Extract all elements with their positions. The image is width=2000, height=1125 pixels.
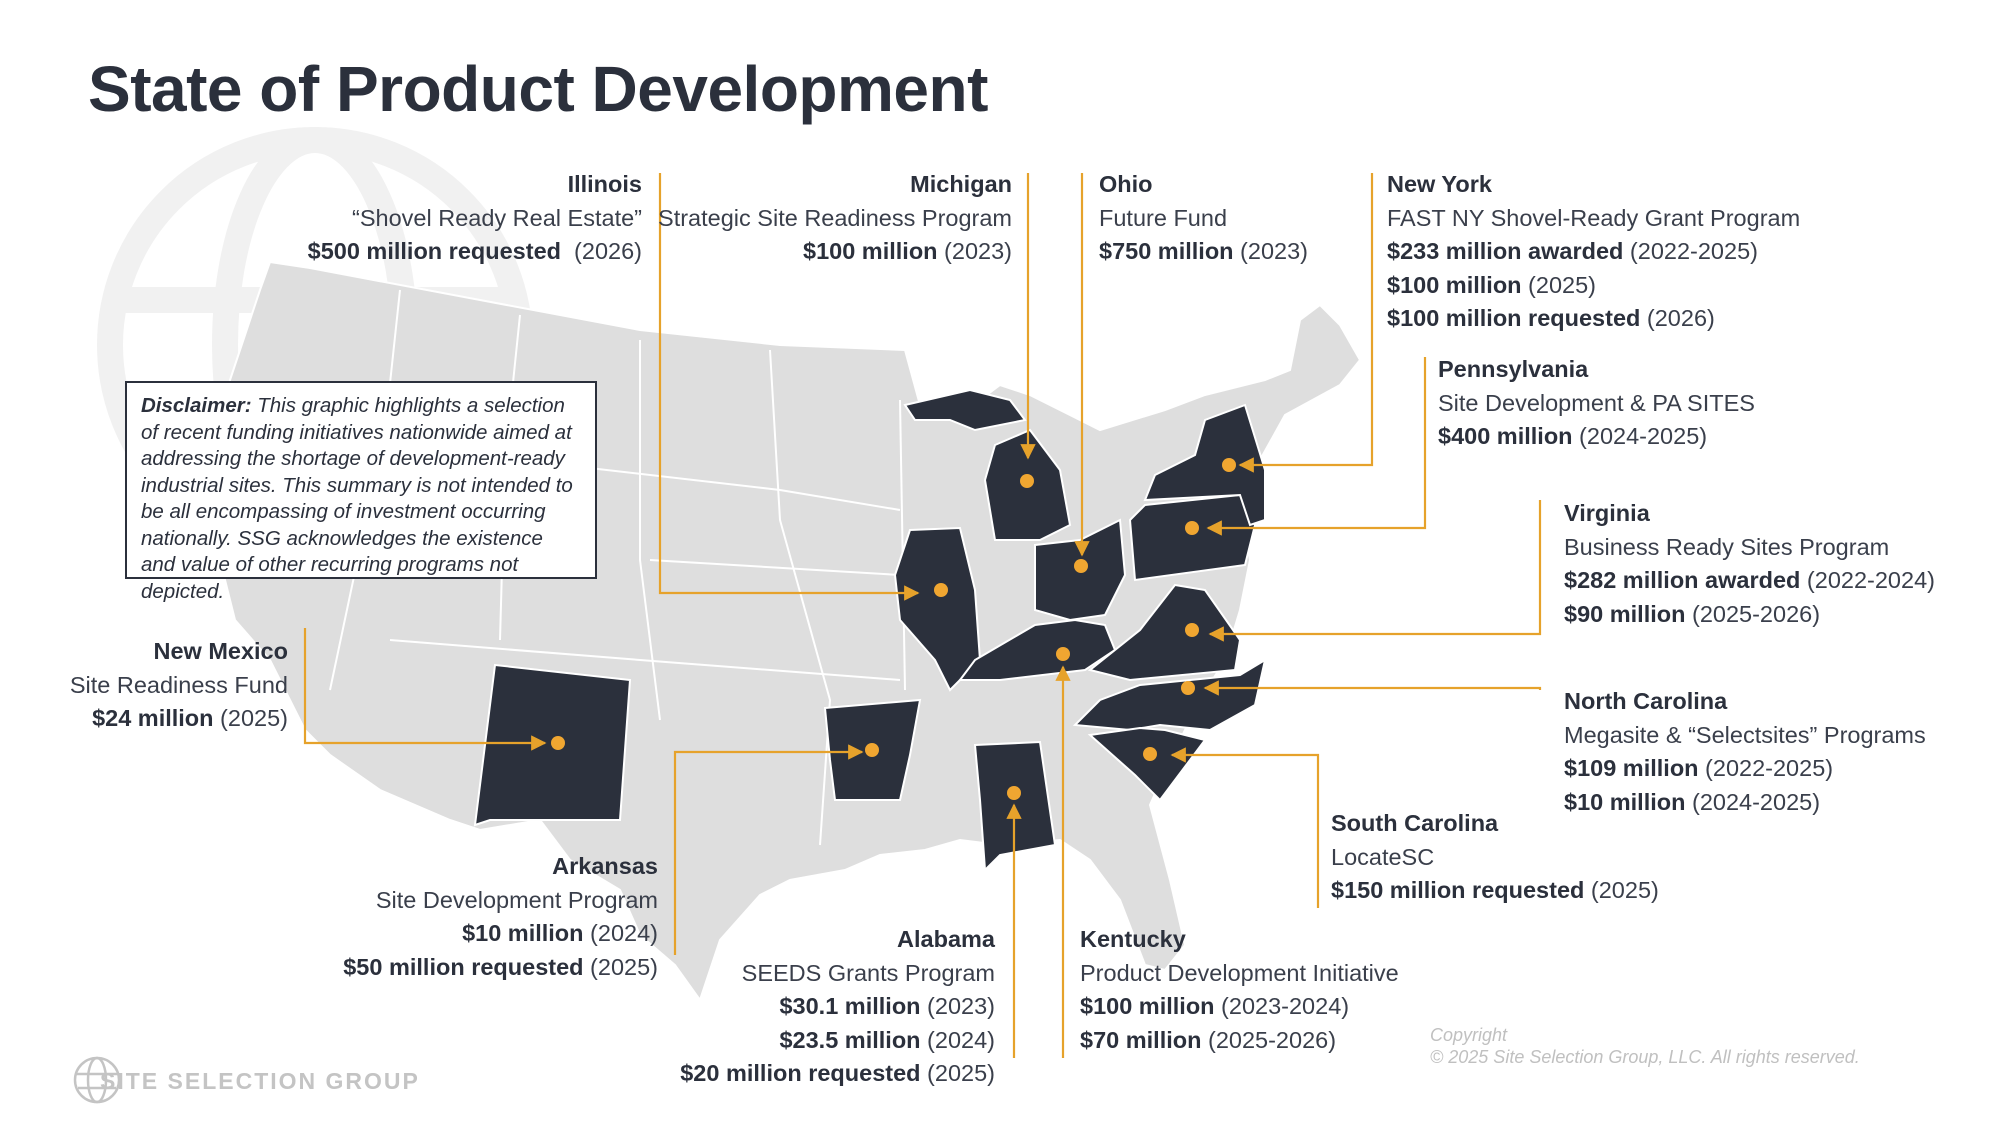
callout-kentucky: Kentucky Product Development Initiative … [1080, 923, 1399, 1057]
callout-new-mexico: New Mexico Site Readiness Fund $24 milli… [70, 635, 288, 736]
callout-michigan: Michigan Strategic Site Readiness Progra… [658, 168, 1012, 269]
callout-fund: $100 million (2023-2024) [1080, 993, 1350, 1019]
callout-fund: $24 million (2025) [92, 705, 288, 731]
callout-program: Business Ready Sites Program [1564, 533, 1890, 560]
callout-fund: $100 million (2023) [803, 238, 1012, 264]
callout-state-name: Ohio [1099, 171, 1153, 197]
marker-new-mexico [551, 736, 565, 750]
callout-fund: $20 million requested (2025) [680, 1060, 995, 1086]
callout-state-name: Alabama [897, 926, 995, 952]
state-south-carolina [1087, 726, 1207, 802]
callout-fund: $233 million awarded (2022-2025) [1387, 238, 1758, 264]
logo-text: SITE SELECTION GROUP [100, 1068, 420, 1094]
globe-icon [73, 1056, 121, 1104]
callout-fund: $30.1 million (2023) [779, 993, 995, 1019]
state-illinois [893, 526, 982, 692]
callout-fund: $400 million (2024-2025) [1438, 423, 1708, 449]
callout-program: Site Readiness Fund [69, 671, 288, 698]
callout-program: LocateSC [1331, 843, 1435, 870]
callout-fund: $10 million (2024) [462, 920, 658, 946]
callout-state-name: Michigan [910, 171, 1012, 197]
marker-north-carolina [1181, 681, 1195, 695]
callout-new-york: New York FAST NY Shovel-Ready Grant Prog… [1387, 168, 1800, 336]
marker-alabama [1007, 786, 1021, 800]
callout-program: Megasite & “Selectsites” Programs [1564, 721, 1926, 748]
leader-new-york [1238, 173, 1374, 473]
leader-north-carolina [1203, 680, 1542, 696]
copyright-line-2: © 2025 Site Selection Group, LLC. All ri… [1430, 1047, 1860, 1067]
callout-state-name: Pennsylvania [1438, 356, 1589, 382]
callout-program: “Shovel Ready Real Estate” [352, 204, 642, 231]
state-kentucky [958, 618, 1117, 681]
marker-michigan [1020, 474, 1034, 488]
callout-state-name: New Mexico [153, 638, 288, 664]
marker-ohio [1074, 559, 1088, 573]
callout-state-name: New York [1387, 171, 1492, 197]
state-pennsylvania [1128, 493, 1257, 582]
callout-fund: $50 million requested (2025) [343, 953, 658, 980]
callout-fund: $282 million awarded (2022-2024) [1564, 567, 1935, 593]
callout-fund: $70 million (2025-2026) [1080, 1026, 1337, 1053]
marker-pennsylvania [1185, 521, 1199, 535]
marker-arkansas [865, 743, 879, 757]
callout-program: Strategic Site Readiness Program [658, 204, 1012, 231]
copyright: Copyright © 2025 Site Selection Group, L… [1430, 1024, 1860, 1068]
leader-south-carolina [1170, 747, 1320, 908]
leader-virginia [1208, 500, 1542, 642]
state-borders [234, 289, 906, 846]
marker-new-york [1222, 458, 1236, 472]
state-michigan-upper [903, 388, 1027, 432]
callout-fund: $10 million (2024-2025) [1564, 788, 1821, 815]
callout-ohio: Ohio Future Fund $750 million (2023) [1099, 168, 1308, 269]
callout-state-name: South Carolina [1331, 810, 1499, 836]
callout-state-name: Kentucky [1080, 926, 1186, 952]
disclaimer-label: Disclaimer: [141, 394, 252, 417]
callout-program: Future Fund [1099, 204, 1228, 231]
marker-virginia [1185, 623, 1199, 637]
callout-program: Site Development Program [375, 886, 658, 913]
disclaimer-box: Disclaimer: This graphic highlights a se… [125, 381, 597, 603]
callout-fund: $750 million (2023) [1099, 238, 1308, 264]
marker-south-carolina [1143, 747, 1157, 761]
callout-alabama: Alabama SEEDS Grants Program $30.1 milli… [680, 923, 995, 1091]
marker-illinois [934, 583, 948, 597]
state-new-york [1143, 403, 1266, 527]
state-virginia [1087, 583, 1242, 682]
callout-state-name: Virginia [1564, 500, 1650, 526]
callout-fund: $90 million (2025-2026) [1564, 600, 1821, 627]
callout-program: Site Development & PA SITES [1438, 389, 1755, 416]
copyright-line-1: Copyright [1430, 1025, 1508, 1045]
callout-pennsylvania: Pennsylvania Site Development & PA SITES… [1438, 353, 1755, 454]
callout-program: Product Development Initiative [1080, 959, 1399, 986]
leader-new-mexico [303, 628, 547, 751]
leader-arkansas [673, 744, 864, 955]
leader-illinois [658, 173, 920, 601]
callout-program: FAST NY Shovel-Ready Grant Program [1387, 204, 1801, 231]
leader-lines [303, 173, 1542, 1058]
callout-illinois: Illinois “Shovel Ready Real Estate” $500… [308, 168, 642, 269]
leader-pennsylvania [1206, 357, 1427, 536]
callout-fund: $500 million requested (2026) [307, 238, 642, 264]
callout-arkansas: Arkansas Site Development Program $10 mi… [343, 850, 658, 984]
callout-state-name: Illinois [567, 171, 642, 197]
callout-virginia: Virginia Business Ready Sites Program $2… [1564, 497, 1935, 631]
callout-south-carolina: South Carolina LocateSC $150 million req… [1331, 807, 1659, 908]
highlighted-states [473, 388, 1267, 873]
callout-fund: $150 million requested (2025) [1331, 877, 1659, 903]
callout-state-name: North Carolina [1564, 688, 1728, 714]
callout-state-name: Arkansas [552, 853, 658, 879]
page-title: State of Product Development [88, 53, 988, 125]
marker-kentucky [1056, 647, 1070, 661]
callout-program: SEEDS Grants Program [741, 959, 995, 986]
callout-fund: $109 million (2022-2025) [1564, 755, 1834, 781]
callout-fund: $23.5 million (2024) [779, 1026, 995, 1053]
callout-fund: $100 million requested (2026) [1387, 305, 1715, 331]
callout-fund: $100 million (2025) [1387, 271, 1596, 298]
callout-north-carolina: North Carolina Megasite & “Selectsites” … [1564, 685, 1926, 819]
disclaimer-text: This graphic highlights a selection of r… [141, 394, 573, 603]
state-markers [551, 458, 1236, 800]
